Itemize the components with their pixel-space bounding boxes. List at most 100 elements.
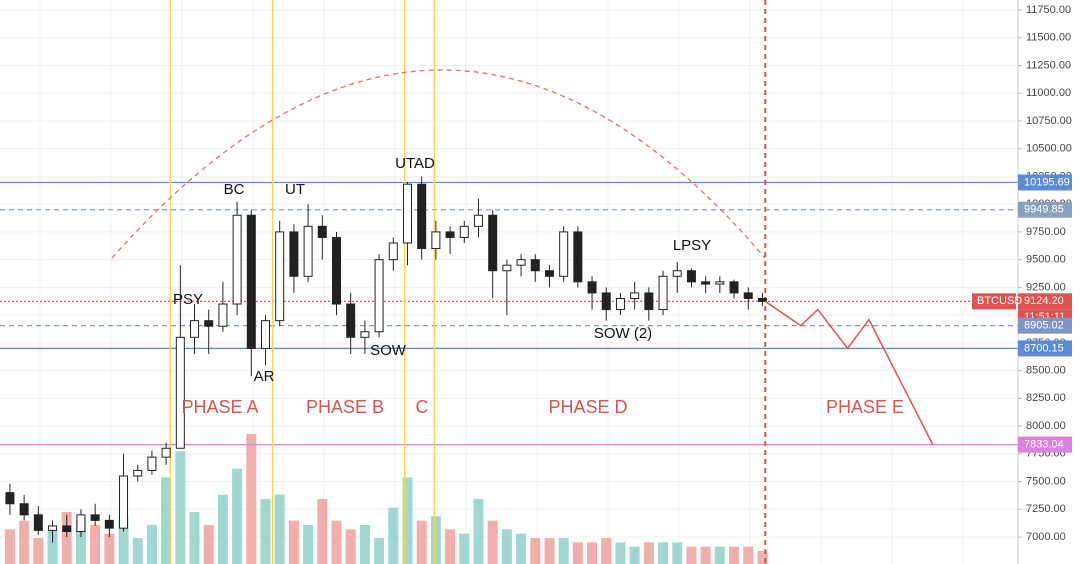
y-tick-label: 7500.00: [1026, 475, 1066, 487]
volume-bar: [331, 520, 342, 564]
volume-bar: [473, 499, 484, 564]
y-tick-label: 9250.00: [1026, 281, 1066, 293]
candle-body: [104, 519, 114, 529]
candle-body: [516, 259, 526, 266]
candle-body: [232, 214, 242, 305]
volume-bar: [104, 533, 115, 564]
volume-bar: [643, 542, 654, 564]
volume-bar: [4, 529, 15, 564]
volume-bar: [544, 538, 555, 564]
price-tag-label: 8700.15: [1024, 342, 1064, 354]
y-tick-label: 11000.00: [1026, 87, 1071, 99]
volume-bar: [615, 542, 626, 564]
candle-body: [374, 259, 384, 333]
symbol-tag: [972, 293, 1016, 310]
price-tag: [1018, 174, 1072, 191]
candle-body: [615, 297, 625, 311]
annotation: UT: [285, 181, 305, 198]
volume-bar: [61, 512, 72, 564]
candle-body: [261, 320, 271, 349]
y-tick-label: 9500.00: [1026, 254, 1066, 266]
annotation: AR: [254, 368, 275, 385]
volume-bar: [587, 542, 598, 564]
volume-bar: [132, 538, 143, 564]
volume-bar: [75, 520, 86, 564]
volume-bar: [445, 529, 456, 564]
phase-label: C: [416, 397, 429, 417]
candle-body: [33, 514, 43, 531]
volume-bar: [146, 525, 157, 564]
cycle-arc: [111, 69, 766, 259]
candle-body: [544, 270, 554, 277]
price-tag-label: 8905.02: [1024, 320, 1064, 332]
candle-body: [644, 292, 654, 311]
candle-body: [331, 236, 341, 305]
volume-bar: [416, 520, 427, 564]
volume-bar: [303, 525, 314, 564]
volume-bar: [274, 494, 285, 564]
volume-bar: [516, 533, 527, 564]
volume-bar: [658, 542, 669, 564]
volume-bar: [714, 546, 725, 564]
volume-bar: [672, 542, 683, 564]
candle-body: [190, 320, 200, 338]
candle-body: [388, 242, 398, 261]
y-tick-label: 9750.00: [1026, 226, 1066, 238]
candle-body: [658, 275, 668, 311]
volume-bar: [700, 546, 711, 564]
volume-bar: [459, 533, 470, 564]
candle-body: [686, 270, 696, 283]
volume-bar: [572, 542, 583, 564]
volume-bar: [558, 538, 569, 564]
candle-body: [715, 281, 725, 285]
volume-bar: [90, 525, 101, 564]
candle-body: [119, 475, 129, 529]
phase-label: PHASE A: [181, 397, 258, 417]
volume-bar: [530, 538, 541, 564]
annotation: PSY: [173, 291, 203, 308]
volume-bar: [189, 512, 200, 564]
volume-bar: [232, 468, 243, 564]
candle-body: [431, 231, 441, 250]
annotation: SOW: [370, 342, 407, 359]
candle-body: [133, 469, 143, 477]
candle-body: [459, 225, 469, 238]
candle-body: [473, 214, 483, 227]
price-tag: [1018, 293, 1072, 310]
volume-bar: [246, 434, 257, 564]
candle-body: [402, 183, 412, 244]
volume-bar: [743, 546, 754, 564]
volume-bar: [757, 551, 768, 564]
volume-bar: [501, 529, 512, 564]
volume-bar: [118, 516, 129, 564]
candle-body: [303, 225, 313, 277]
candle-body: [672, 270, 682, 277]
annotation: BC: [224, 181, 245, 198]
volume-bar: [374, 538, 385, 564]
y-tick-label: 8000.00: [1026, 420, 1066, 432]
volume-bar: [33, 538, 44, 564]
y-tick-label: 10500.00: [1026, 143, 1072, 155]
volume-bar: [629, 546, 640, 564]
volume-bar: [430, 516, 441, 564]
candle-body: [317, 225, 327, 238]
candle-body: [743, 292, 753, 299]
candle-body: [218, 303, 228, 327]
candle-body: [729, 281, 739, 294]
y-tick-label: 7250.00: [1026, 503, 1066, 515]
candle-body: [360, 331, 370, 338]
candle-body: [630, 292, 640, 299]
price-tag-label: 9124.20: [1024, 295, 1064, 307]
volume-bar: [686, 546, 697, 564]
volume-bar: [203, 525, 214, 564]
y-tick-label: 11500.00: [1026, 32, 1071, 44]
candle-body: [161, 447, 171, 458]
candle-body: [246, 214, 256, 349]
annotation: LPSY: [673, 237, 711, 254]
projection-line: [764, 300, 934, 445]
candle-body: [701, 281, 711, 285]
candle-body: [757, 297, 767, 302]
candle-body: [559, 231, 569, 277]
candle-body: [587, 281, 597, 294]
